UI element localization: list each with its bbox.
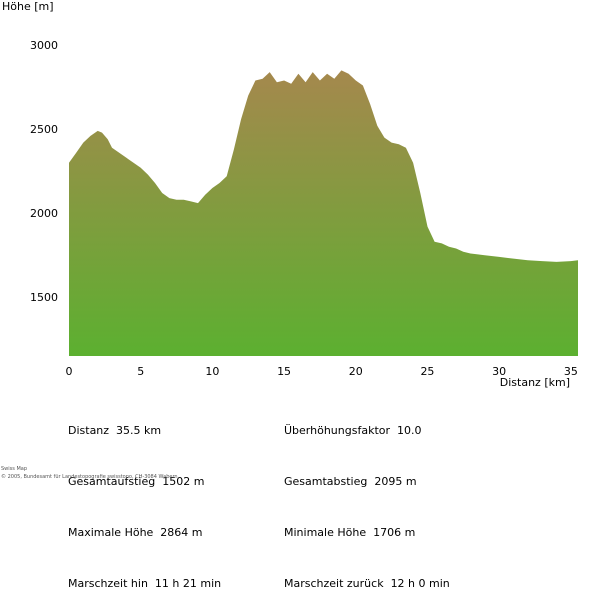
stats-right: Überhöhungsfaktor 10.0 Gesamtabstieg 209…: [284, 388, 450, 609]
credit-copyright: © 2005, Bundesamt für Landestopografie s…: [1, 474, 178, 480]
stat-descent: Gesamtabstieg 2095 m: [284, 475, 417, 488]
y-tick-label: 2000: [30, 207, 58, 220]
x-tick-label: 30: [492, 365, 506, 378]
stat-ascent: Gesamtaufstieg 1502 m: [68, 475, 205, 488]
x-tick-label: 0: [66, 365, 73, 378]
y-axis-title: Höhe [m]: [2, 0, 54, 13]
stats-left: Distanz 35.5 km Gesamtaufstieg 1502 m Ma…: [68, 388, 221, 609]
credit-map: Swiss Map: [1, 466, 28, 472]
x-tick-label: 10: [205, 365, 219, 378]
elevation-chart: Höhe [m] 1500 2000 2500 3000 0 5 10 15 20 25 30 35…: [2, 0, 578, 389]
x-axis-title: Distanz [km]: [500, 376, 570, 389]
x-tick-label: 5: [137, 365, 144, 378]
stat-distance: Distanz 35.5 km: [68, 424, 162, 437]
y-tick-label: 2500: [30, 123, 58, 136]
x-tick-label: 25: [420, 365, 434, 378]
y-tick-label: 3000: [30, 39, 58, 52]
x-tick-label: 35: [564, 365, 578, 378]
stat-time-there: Marschzeit hin 11 h 21 min: [68, 577, 222, 590]
stat-time-back: Marschzeit zurück 12 h 0 min: [284, 577, 450, 590]
x-tick-label: 15: [277, 365, 291, 378]
stat-exaggeration: Überhöhungsfaktor 10.0: [284, 424, 422, 437]
stat-max-height: Maximale Höhe 2864 m: [68, 526, 203, 539]
elevation-area: [69, 70, 578, 357]
stat-min-height: Minimale Höhe 1706 m: [284, 526, 416, 539]
y-tick-label: 1500: [30, 291, 58, 304]
x-tick-label: 20: [349, 365, 363, 378]
